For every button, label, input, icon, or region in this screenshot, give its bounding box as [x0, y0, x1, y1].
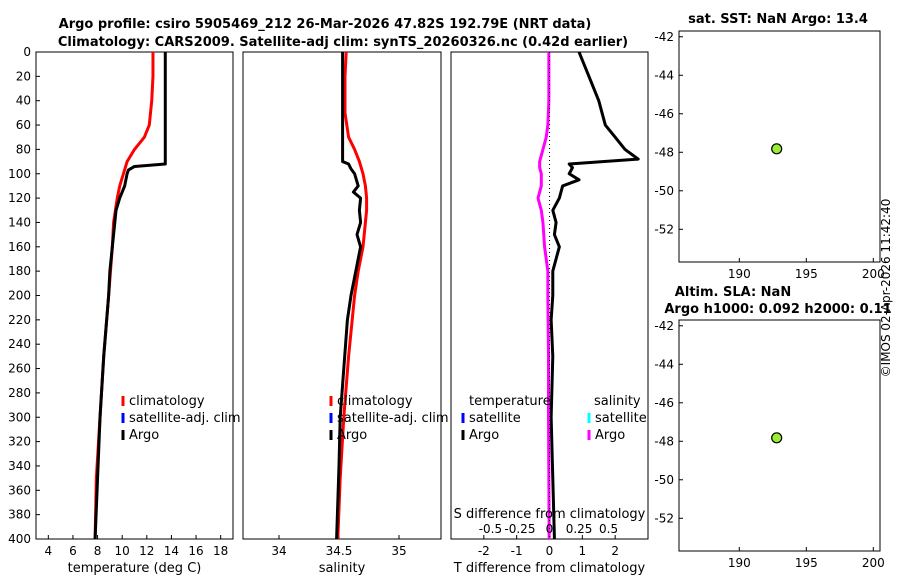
- top-x-tick-label: -0.25: [504, 522, 535, 536]
- y-tick-label: 60: [16, 118, 31, 132]
- top-x-tick-label: 0: [546, 522, 554, 536]
- y-tick-label: 160: [8, 240, 31, 254]
- x-axis-label: temperature (deg C): [68, 561, 202, 576]
- y-tick-label: 80: [16, 142, 31, 156]
- y-tick-label: 120: [8, 191, 31, 205]
- x-tick-label: 12: [139, 544, 154, 558]
- series-s-difference-argo-: [536, 52, 551, 540]
- legend-label: Argo: [469, 428, 499, 443]
- series-argo: [93, 52, 167, 540]
- y-tick-label: 260: [8, 362, 31, 376]
- y-tick-label: 220: [8, 313, 31, 327]
- y-tick-label: -46: [654, 396, 674, 410]
- title-line-2: Climatology: CARS2009. Satellite-adj cli…: [58, 35, 628, 50]
- x-tick-label: 6: [69, 544, 77, 558]
- temperature-panel-axes-box: [35, 51, 234, 540]
- series-climatology: [336, 51, 369, 540]
- top-x-tick-label: 0.5: [599, 522, 618, 536]
- x-tick-label: 0: [546, 544, 554, 558]
- legend-label: satellite-adj. clim: [337, 411, 449, 426]
- x-tick-label: 16: [188, 544, 203, 558]
- y-tick-label: 300: [8, 410, 31, 424]
- series-t-difference-argo-: [549, 51, 640, 540]
- legend-title: salinity: [594, 394, 641, 409]
- top-x-axis-label: S difference from climatology: [454, 507, 646, 522]
- argo-position-marker: [771, 143, 783, 155]
- y-tick-label: -42: [654, 30, 674, 44]
- y-tick-label: -50: [654, 184, 674, 198]
- y-tick-label: 340: [8, 459, 31, 473]
- y-tick-label: 360: [8, 483, 31, 497]
- x-tick-label: 190: [728, 267, 751, 281]
- x-axis-label: salinity: [319, 561, 366, 576]
- x-tick-label: -1: [511, 544, 523, 558]
- legend-label: satellite-adj. clim: [129, 411, 241, 426]
- x-tick-label: 34: [271, 544, 286, 558]
- x-tick-label: 8: [94, 544, 102, 558]
- x-tick-label: 2: [611, 544, 619, 558]
- sst-map-title: sat. SST: NaN Argo: 13.4: [688, 12, 868, 27]
- y-tick-label: -44: [654, 357, 674, 371]
- y-tick-label: -42: [654, 319, 674, 333]
- x-tick-label: 200: [862, 267, 885, 281]
- y-tick-label: -48: [654, 434, 674, 448]
- y-tick-label: -52: [654, 222, 674, 236]
- y-tick-label: 40: [16, 94, 31, 108]
- y-tick-label: -48: [654, 145, 674, 159]
- title-line-1: Argo profile: csiro 5905469_212 26-Mar-2…: [59, 17, 592, 32]
- y-tick-label: 400: [8, 532, 31, 546]
- y-tick-label: 180: [8, 264, 31, 278]
- argo-position-marker: [771, 432, 783, 444]
- y-tick-label: 280: [8, 386, 31, 400]
- top-x-tick-label: 0.25: [566, 522, 593, 536]
- top-x-tick-label: -0.5: [479, 522, 502, 536]
- x-tick-label: 1: [579, 544, 587, 558]
- y-tick-label: -46: [654, 107, 674, 121]
- legend-label: satellite: [595, 411, 647, 426]
- y-tick-label: -52: [654, 511, 674, 525]
- sla-map-title-line-1: Altim. SLA: NaN: [675, 285, 791, 300]
- y-tick-label: 0: [23, 45, 31, 59]
- y-tick-label: -50: [654, 473, 674, 487]
- x-tick-label: 195: [795, 267, 818, 281]
- sla-map-title-line-2: Argo h1000: 0.092 h2000: 0.11: [664, 302, 891, 317]
- legend-label: climatology: [337, 394, 413, 409]
- x-tick-label: 4: [44, 544, 52, 558]
- x-axis-label: T difference from climatology: [453, 561, 646, 576]
- legend-label: Argo: [129, 428, 159, 443]
- series-argo: [335, 52, 363, 540]
- x-tick-label: -2: [478, 544, 490, 558]
- imos-timestamp: ©IMOS 02-Apr-2026 11:42:40: [879, 199, 893, 378]
- x-tick-label: 34.5: [326, 544, 353, 558]
- y-tick-label: 20: [16, 69, 31, 83]
- legend-label: Argo: [337, 428, 367, 443]
- legend-label: satellite: [469, 411, 521, 426]
- y-tick-label: 140: [8, 215, 31, 229]
- x-tick-label: 195: [795, 556, 818, 570]
- y-tick-label: 320: [8, 435, 31, 449]
- x-tick-label: 200: [862, 556, 885, 570]
- y-tick-label: -44: [654, 68, 674, 82]
- y-tick-label: 100: [8, 167, 31, 181]
- y-tick-label: 200: [8, 289, 31, 303]
- legend-title: temperature: [469, 394, 551, 409]
- x-tick-label: 190: [728, 556, 751, 570]
- y-tick-label: 240: [8, 337, 31, 351]
- y-tick-label: 380: [8, 508, 31, 522]
- x-tick-label: 10: [115, 544, 130, 558]
- legend-label: Argo: [595, 428, 625, 443]
- legend-label: climatology: [129, 394, 205, 409]
- x-tick-label: 18: [213, 544, 228, 558]
- x-tick-label: 35: [391, 544, 406, 558]
- x-tick-label: 14: [164, 544, 179, 558]
